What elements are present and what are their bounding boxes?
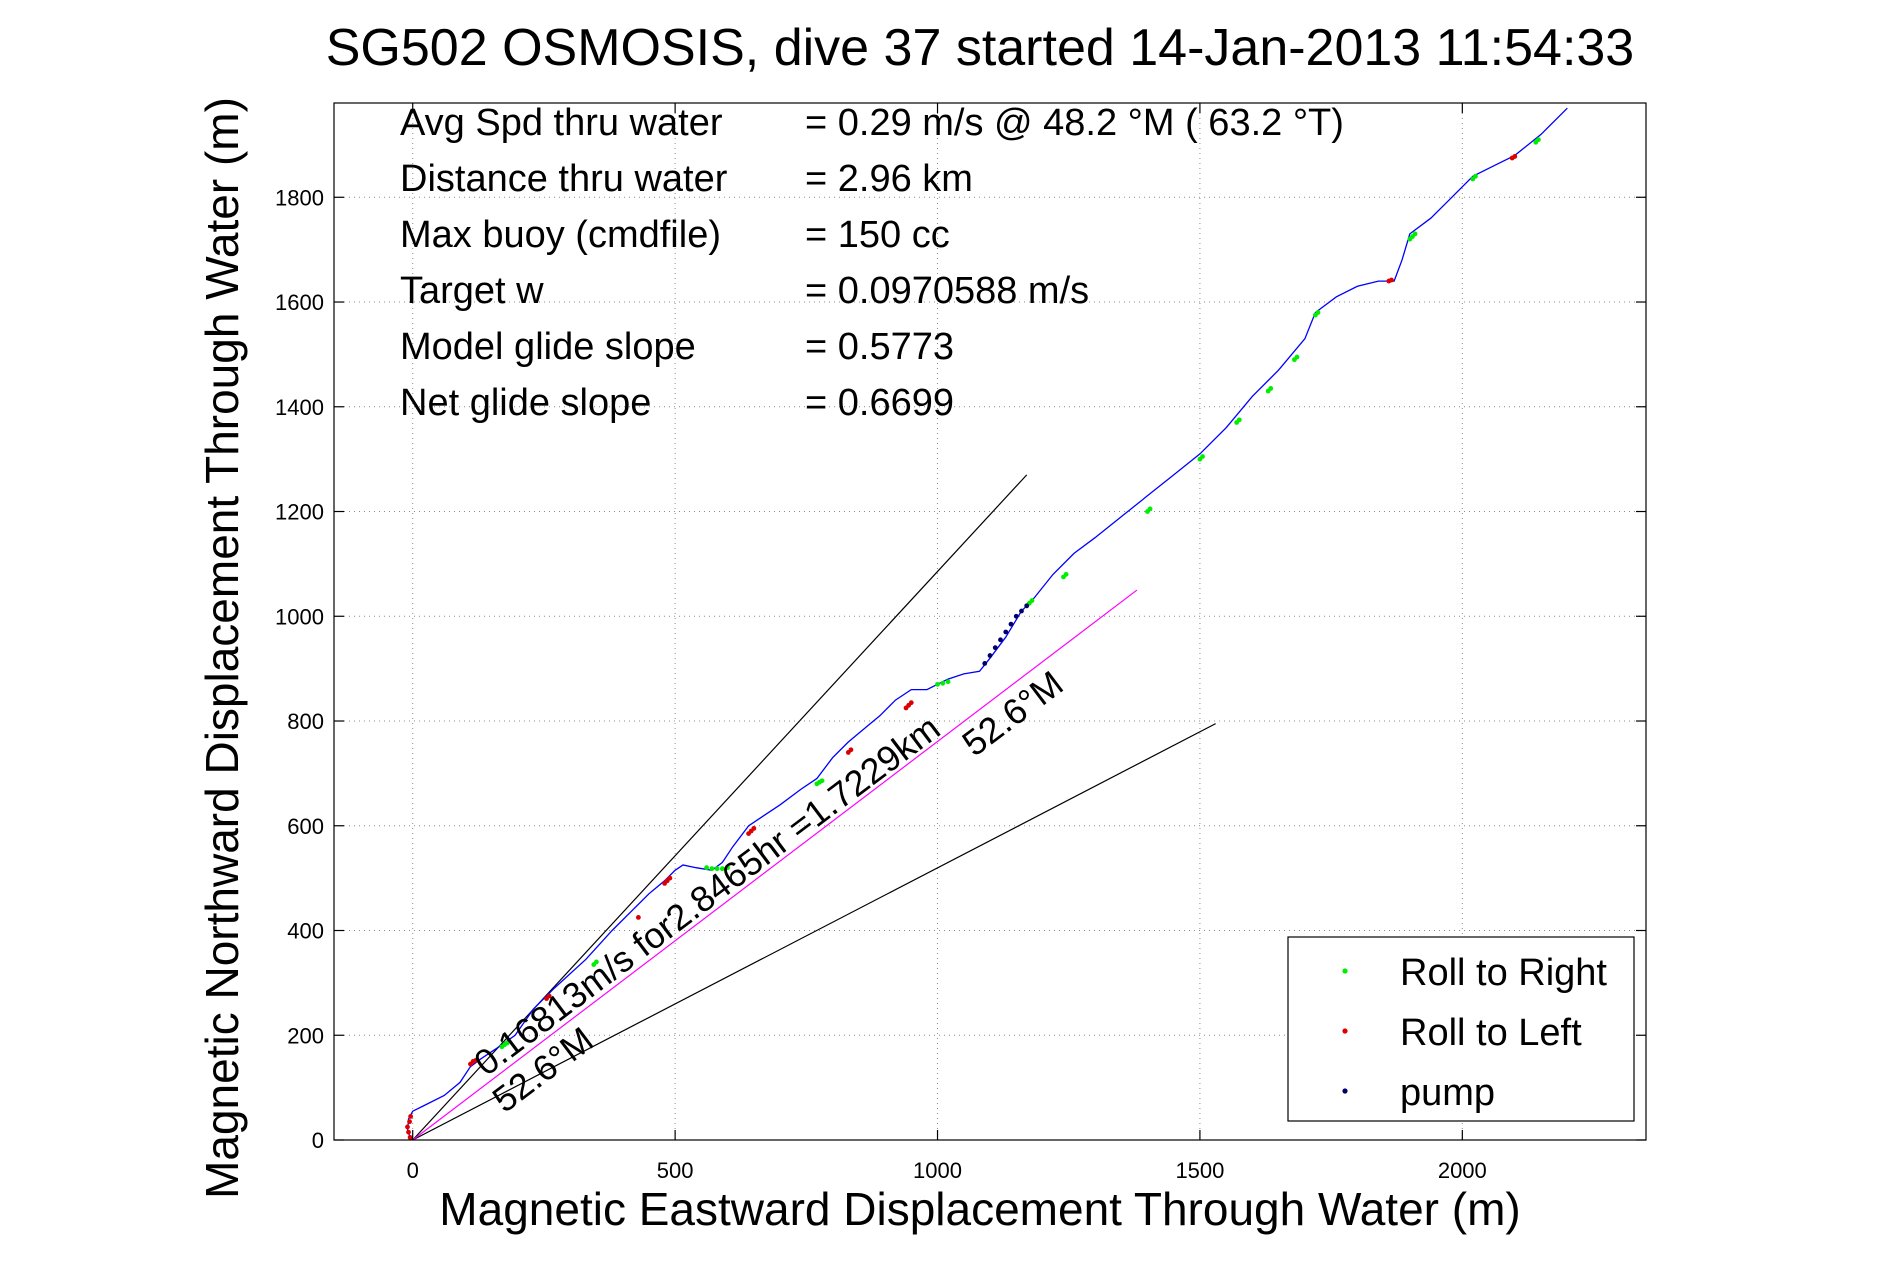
roll-left-point (635, 915, 641, 920)
x-tick-label: 2000 (1438, 1158, 1487, 1183)
info-block: Avg Spd thru water = 0.29 m/s @ 48.2 °M (… (400, 102, 1344, 424)
roll-right-point (709, 866, 715, 872)
pump-point (1008, 621, 1014, 627)
annotation: 52.6°M (954, 662, 1070, 764)
ticks: 0 500 1000 1500 2000 0 200 400 600 800 1000 1200 140… (275, 103, 1646, 1183)
roll-right-point (1315, 310, 1321, 315)
pump-point (1024, 603, 1030, 609)
reference-line (412, 474, 1028, 1141)
markers (405, 137, 1541, 1140)
legend-marker (1342, 968, 1348, 974)
roll-left-point (1512, 154, 1518, 159)
roll-left-point (406, 1129, 411, 1135)
roll-left-point (546, 993, 552, 999)
roll-right-point (594, 959, 599, 965)
roll-right-point (504, 1040, 510, 1046)
roll-left-point (848, 747, 854, 753)
roll-right-point (1536, 137, 1541, 143)
pump-point (1013, 613, 1019, 619)
y-axis-label: Magnetic Northward Displacement Through … (196, 97, 248, 1199)
chart-title: SG502 OSMOSIS, dive 37 started 14-Jan-20… (326, 19, 1634, 77)
roll-right-point (1029, 598, 1035, 603)
y-tick-label: 1400 (275, 395, 324, 420)
roll-right-point (1473, 173, 1478, 179)
roll-left-point (908, 700, 914, 706)
annotation: 0.16813m/s for2.8465hr =1.7229km (466, 707, 947, 1084)
info-value: = 0.5773 (805, 326, 954, 368)
roll-left-point (405, 1124, 410, 1130)
legend-entry: pump (1400, 1072, 1495, 1114)
roll-left-point (408, 1114, 414, 1119)
annotations: 0.16813m/s for2.8465hr =1.7229km52.6°M52… (466, 662, 1070, 1120)
y-tick-label: 1600 (275, 290, 324, 315)
roll-left-point (1389, 277, 1394, 283)
reference-line (412, 589, 1138, 1141)
plot-area-frame (333, 102, 1647, 1141)
roll-right-point (1294, 354, 1300, 360)
info-label: Target w (400, 270, 544, 312)
info-value: = 2.96 km (805, 158, 973, 200)
info-value: = 0.6699 (805, 382, 954, 424)
legend-entry: Roll to Right (1400, 952, 1607, 994)
roll-right-point (1412, 231, 1418, 237)
roll-right-point (819, 778, 825, 784)
roll-right-point (1236, 417, 1242, 423)
y-tick-label: 400 (287, 919, 324, 944)
reference-line (412, 723, 1216, 1141)
pump-point (998, 637, 1003, 643)
x-tick-label: 1500 (1175, 1158, 1224, 1183)
pump-point (987, 653, 993, 658)
y-tick-label: 1000 (275, 604, 324, 629)
y-tick-label: 200 (287, 1023, 324, 1048)
roll-right-point (719, 866, 725, 872)
info-label: Net glide slope (400, 382, 651, 424)
roll-right-point (940, 680, 946, 686)
roll-right-point (1268, 386, 1274, 391)
roll-right-point (725, 865, 730, 871)
info-value: = 150 cc (805, 214, 950, 256)
roll-right-point (704, 865, 710, 871)
legend-entry: Roll to Left (1400, 1012, 1582, 1054)
info-value: = 0.29 m/s @ 48.2 °M ( 63.2 °T) (805, 102, 1344, 144)
x-axis-label: Magnetic Eastward Displacement Through W… (439, 1183, 1520, 1235)
roll-left-point (473, 1057, 479, 1063)
track-line (406, 107, 1568, 1141)
x-tick-label: 500 (657, 1158, 694, 1183)
legend: Roll to Right Roll to Left pump (1287, 936, 1635, 1122)
roll-right-point (714, 866, 720, 872)
pump-point (982, 660, 988, 666)
roll-left-point (667, 875, 673, 881)
roll-left-point (751, 825, 757, 831)
info-label: Distance thru water (400, 158, 728, 200)
pump-point (1019, 608, 1024, 614)
y-tick-label: 1200 (275, 500, 324, 525)
pump-point (1003, 629, 1009, 635)
x-tick-label: 0 (407, 1158, 419, 1183)
track (406, 107, 1568, 1141)
info-label: Max buoy (cmdfile) (400, 214, 721, 256)
legend-marker (1342, 1028, 1348, 1034)
roll-right-point (935, 681, 940, 687)
y-tick-label: 600 (287, 814, 324, 839)
roll-right-point (1200, 454, 1205, 459)
y-tick-label: 800 (287, 709, 324, 734)
info-value: = 0.0970588 m/s (805, 270, 1089, 312)
y-tick-label: 1800 (275, 185, 324, 210)
roll-left-point (407, 1119, 412, 1125)
roll-right-point (1147, 506, 1153, 512)
roll-left-point (407, 1134, 413, 1140)
roll-right-point (1063, 571, 1069, 577)
pump-point (992, 645, 998, 651)
y-tick-label: 0 (312, 1128, 324, 1153)
x-tick-label: 1000 (913, 1158, 962, 1183)
info-label: Avg Spd thru water (400, 102, 723, 144)
legend-marker (1342, 1088, 1348, 1094)
roll-right-point (945, 679, 951, 685)
info-label: Model glide slope (400, 326, 696, 368)
reference-lines (412, 474, 1216, 1141)
